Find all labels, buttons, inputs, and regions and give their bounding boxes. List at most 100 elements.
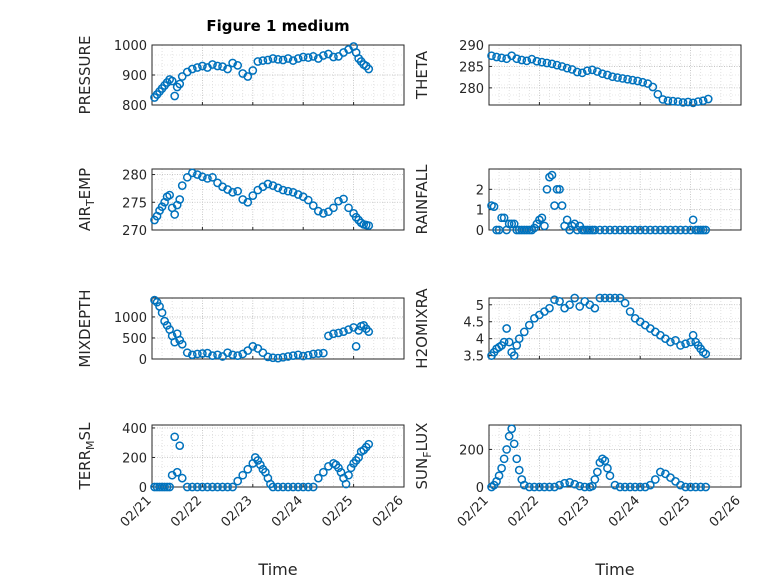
panel-2-data-point — [693, 97, 703, 106]
panel-1-data-point — [258, 56, 268, 65]
panel-7-data-point — [187, 482, 197, 492]
panel-7-data-point — [238, 470, 248, 480]
panel-1-data-point — [303, 53, 313, 62]
panel-2-data-point — [613, 73, 622, 82]
panel-4-y-tick-label: 0 — [476, 224, 484, 239]
panel-7-y-tick-label: 200 — [122, 451, 147, 466]
panel-8-ylabel-part-2: LUX — [413, 423, 431, 452]
panel-8-data-point — [497, 463, 506, 473]
panel-1-data-point — [170, 91, 180, 101]
panel-3-y-tick-label: 270 — [122, 224, 147, 239]
panel-7-data-point — [208, 482, 217, 492]
panel-8-data-point — [625, 482, 635, 492]
panel-4-data-point — [545, 172, 554, 182]
panel-4-data-point — [681, 225, 690, 235]
panel-4-y-tick-label: 1 — [476, 204, 484, 219]
panel-1-data-point — [233, 61, 243, 70]
panel-3-data-point — [288, 187, 298, 197]
panel-3-data-point — [175, 195, 185, 204]
panel-5-data-point — [243, 346, 253, 355]
panel-4-data-point — [542, 184, 552, 194]
panel-8-data-point — [530, 482, 539, 492]
panel-2-data-point — [522, 56, 532, 66]
panel-3-data-point — [268, 181, 278, 190]
panel-6-data-point — [590, 303, 600, 313]
panel-6-data-point — [519, 327, 529, 337]
panel-5-data-point — [170, 337, 180, 347]
panel-7-xlabel: Time — [257, 560, 297, 579]
panel-2-data-point — [653, 89, 663, 99]
panel-3-data-point — [177, 181, 187, 190]
panel-6-data-point — [570, 293, 580, 303]
panel-7-data-point — [175, 441, 185, 451]
panel-6-data-point — [620, 298, 630, 308]
panel-8-data-point — [696, 482, 706, 492]
panel-6-data-point — [600, 293, 610, 303]
panel-1-data-point — [193, 63, 202, 72]
panel-4-data-point — [497, 213, 506, 223]
panel-4-data-point — [625, 225, 635, 235]
panel-2-data-point — [608, 72, 617, 82]
panel-7-data-point — [213, 482, 222, 492]
panel-2-data-point — [512, 54, 522, 64]
panel-5-data-point — [187, 350, 197, 360]
panel-5-data-point — [324, 331, 333, 341]
panel-7-ylabel: TERRMSL — [76, 422, 97, 491]
panel-7-x-tick-label: 02/24 — [269, 493, 306, 530]
panel-5-y-tick-label: 1000 — [114, 311, 147, 326]
panel-2-data-point — [663, 96, 673, 106]
panel-2-data-point — [668, 96, 678, 106]
panel-8 — [487, 424, 742, 492]
panel-3-data-point — [334, 196, 343, 206]
panel-5-data-point — [263, 352, 273, 362]
panel-8-x-tick-label: 02/25 — [656, 493, 693, 530]
panel-2-data-point — [598, 69, 607, 79]
panel-8-data-point — [650, 475, 660, 484]
panel-7-x-tick-label: 02/26 — [370, 493, 407, 530]
panel-3-data-point — [182, 172, 192, 182]
panel-1-data-point — [177, 72, 187, 81]
panel-8-data-point — [560, 478, 569, 488]
panel-7-data-point — [198, 482, 207, 492]
panel-7-data-point — [319, 467, 328, 477]
panel-8-data-point — [519, 480, 529, 490]
panel-4-data-point — [524, 225, 534, 235]
panel-2-data-point — [623, 74, 632, 84]
panel-3-data-point — [273, 183, 283, 193]
panel-3-data-point — [233, 186, 243, 196]
panel-1-data-point — [329, 52, 338, 62]
panel-4-data-point — [507, 219, 517, 229]
panel-2-data-point — [582, 66, 592, 76]
panel-1-data-point — [364, 64, 374, 74]
panel-7-x-tick-label: 02/22 — [168, 493, 205, 530]
panel-2-data-point — [683, 97, 693, 107]
panel-2-data-point — [572, 67, 582, 77]
panel-7-data-point — [293, 482, 303, 492]
panel-1-data-point — [223, 64, 232, 74]
panel-2-data-point — [628, 75, 637, 85]
panel-7-data-point — [283, 482, 293, 492]
panel-2-data-point — [487, 51, 496, 61]
panel-3-data-point — [344, 203, 353, 213]
panel-7-data-point — [308, 482, 318, 492]
panel-2-data-point — [658, 95, 668, 104]
panel-6-ylabel: H2OMIXRA — [413, 288, 431, 369]
panel-3-data-point — [198, 172, 207, 182]
panel-5-y-tick-label: 0 — [139, 353, 147, 368]
panel-6-data-point — [509, 351, 519, 360]
panel-5-data-point — [228, 350, 237, 360]
panel-4-data-point — [557, 201, 567, 210]
panel-7-data-point — [182, 482, 192, 492]
panel-6-y-tick-label: 4 — [476, 333, 484, 348]
panel-5-data-point — [293, 350, 303, 360]
panel-7-data-point — [256, 460, 265, 470]
panel-2-data-point — [587, 65, 597, 75]
panel-2-data-point — [603, 70, 612, 80]
panel-1-data-point — [187, 64, 197, 74]
panel-1-y-tick-label: 800 — [122, 99, 147, 114]
panel-4-data-point — [492, 225, 501, 235]
panel-4-data-point — [535, 215, 544, 225]
panel-2-data-point — [547, 59, 557, 69]
panel-5-data-point — [157, 308, 167, 318]
panel-5-data-point — [298, 351, 308, 361]
